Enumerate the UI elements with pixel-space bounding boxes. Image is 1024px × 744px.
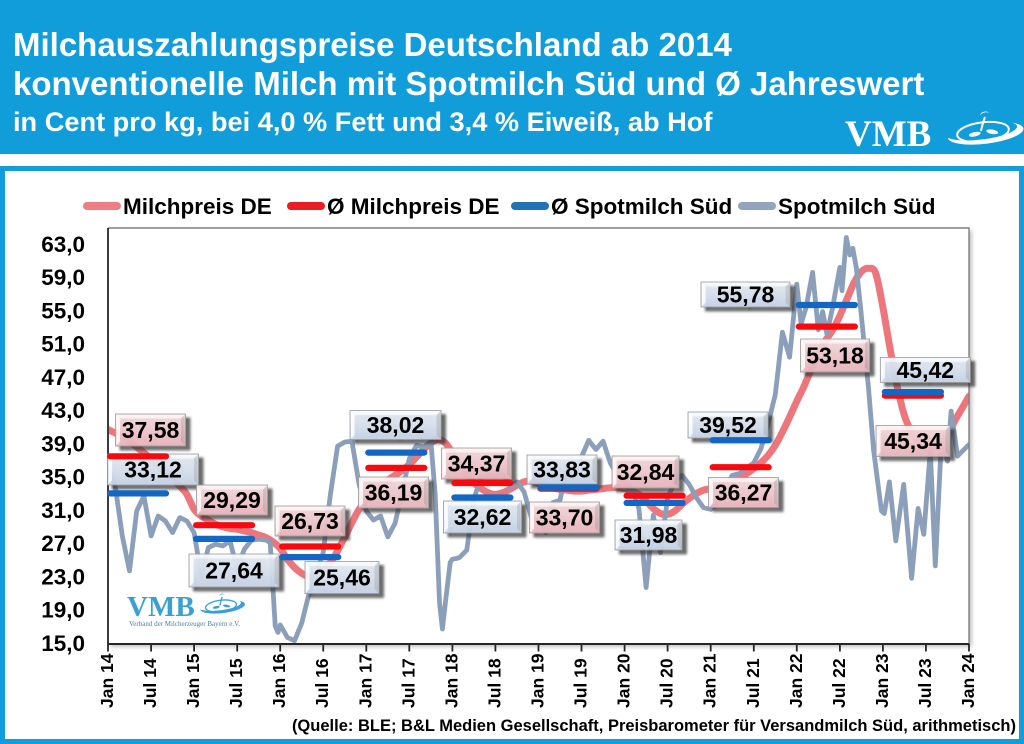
svg-text:Jul 22: Jul 22	[829, 658, 849, 708]
svg-text:Jan 14: Jan 14	[97, 653, 117, 708]
svg-text:Jan 22: Jan 22	[786, 653, 806, 708]
svg-text:29,29: 29,29	[203, 487, 261, 513]
svg-text:55,0: 55,0	[41, 298, 85, 323]
svg-text:31,0: 31,0	[41, 498, 85, 523]
svg-text:36,27: 36,27	[715, 480, 773, 506]
svg-text:Jul 14: Jul 14	[140, 658, 160, 708]
svg-text:31,98: 31,98	[620, 522, 678, 548]
svg-text:37,58: 37,58	[122, 417, 180, 443]
svg-text:47,0: 47,0	[41, 365, 85, 390]
svg-text:Jul 17: Jul 17	[398, 658, 418, 708]
svg-text:39,0: 39,0	[41, 431, 85, 456]
svg-text:36,19: 36,19	[365, 480, 423, 506]
svg-text:45,42: 45,42	[897, 357, 955, 383]
svg-text:Jan 16: Jan 16	[269, 653, 289, 708]
svg-text:19,0: 19,0	[41, 598, 85, 623]
svg-text:45,34: 45,34	[884, 428, 942, 454]
svg-text:Jan 19: Jan 19	[528, 653, 548, 708]
svg-text:27,64: 27,64	[205, 558, 263, 584]
svg-text:32,62: 32,62	[454, 504, 512, 530]
svg-text:34,37: 34,37	[448, 451, 506, 477]
svg-text:(Quelle: BLE; B&L Medien Gesel: (Quelle: BLE; B&L Medien Gesellschaft, P…	[292, 717, 1016, 735]
svg-text:35,0: 35,0	[41, 465, 85, 490]
svg-text:Jul 15: Jul 15	[226, 658, 246, 708]
svg-text:VMB: VMB	[127, 591, 195, 623]
svg-text:51,0: 51,0	[41, 332, 85, 357]
svg-text:Jan 20: Jan 20	[614, 653, 634, 708]
svg-text:27,0: 27,0	[41, 531, 85, 556]
svg-text:Jul 20: Jul 20	[657, 658, 677, 708]
svg-text:Jan 23: Jan 23	[872, 653, 892, 708]
svg-text:55,78: 55,78	[717, 282, 775, 308]
svg-text:33,83: 33,83	[533, 457, 591, 483]
svg-text:23,0: 23,0	[41, 564, 85, 589]
svg-text:59,0: 59,0	[41, 265, 85, 290]
svg-text:Jan 15: Jan 15	[183, 653, 203, 708]
svg-text:Jul 16: Jul 16	[312, 658, 332, 708]
svg-text:Verband der Milcherzeuger Baye: Verband der Milcherzeuger Bayern e.V.	[129, 620, 240, 628]
svg-text:Jan 17: Jan 17	[355, 654, 375, 708]
svg-text:33,12: 33,12	[124, 457, 182, 483]
svg-text:63,0: 63,0	[41, 232, 85, 257]
svg-text:Jan 21: Jan 21	[700, 653, 720, 708]
svg-text:Spotmilch Süd: Spotmilch Süd	[778, 194, 936, 219]
svg-text:38,02: 38,02	[367, 412, 425, 438]
svg-text:Jul 23: Jul 23	[915, 658, 935, 708]
svg-text:33,70: 33,70	[536, 505, 594, 531]
svg-text:Jul 19: Jul 19	[571, 658, 591, 708]
svg-text:Jul 18: Jul 18	[484, 658, 504, 708]
svg-text:39,52: 39,52	[699, 412, 757, 438]
svg-text:Ø Spotmilch Süd: Ø Spotmilch Süd	[551, 194, 732, 219]
svg-text:Ø Milchpreis DE: Ø Milchpreis DE	[327, 194, 500, 219]
svg-text:26,73: 26,73	[281, 508, 339, 534]
svg-text:15,0: 15,0	[41, 631, 85, 656]
svg-text:Jan 24: Jan 24	[958, 653, 978, 708]
svg-text:VMB: VMB	[845, 114, 931, 155]
svg-text:Jan 18: Jan 18	[441, 653, 461, 708]
svg-text:Milchpreis DE: Milchpreis DE	[123, 194, 272, 219]
svg-text:32,84: 32,84	[617, 459, 675, 485]
svg-text:53,18: 53,18	[806, 343, 864, 369]
svg-text:Jul 21: Jul 21	[743, 658, 763, 708]
svg-text:43,0: 43,0	[41, 398, 85, 423]
svg-text:25,46: 25,46	[313, 565, 371, 591]
